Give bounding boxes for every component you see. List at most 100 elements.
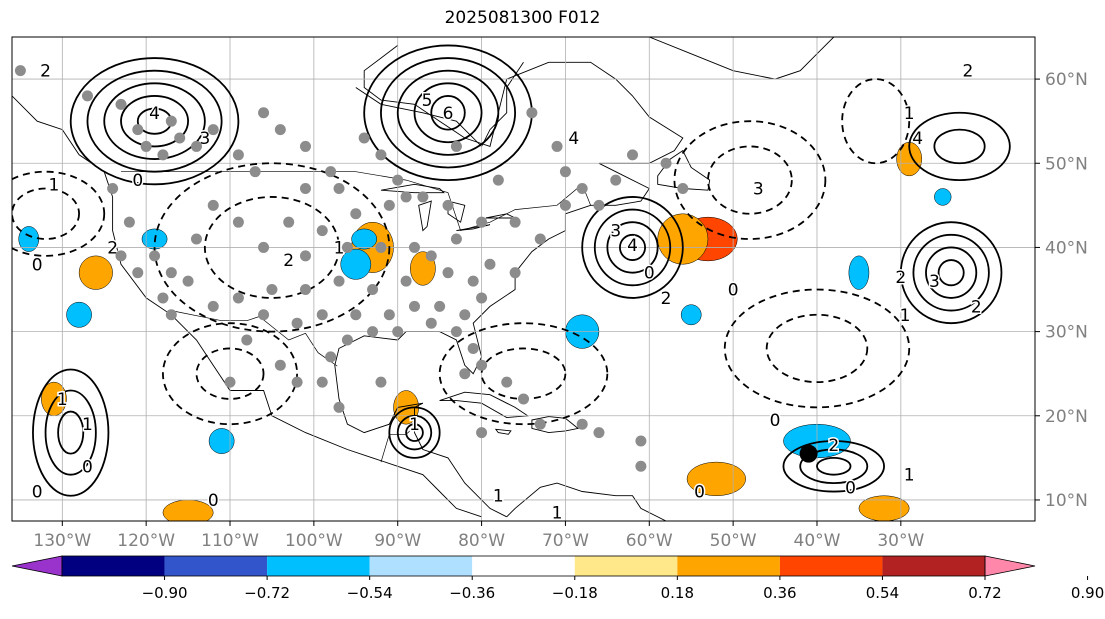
station-dot <box>610 174 622 186</box>
station-dot <box>258 241 270 253</box>
solid-contour <box>120 95 189 148</box>
station-dot <box>341 334 353 346</box>
anomaly-patch <box>66 301 92 328</box>
dashed-contour <box>765 313 869 384</box>
station-dot <box>316 376 328 388</box>
station-dot <box>207 124 219 136</box>
station-dot <box>258 107 270 119</box>
station-dot <box>383 309 395 321</box>
station-dot <box>534 233 546 245</box>
station-dot <box>157 149 169 161</box>
dashed-contour <box>707 145 793 215</box>
contour-label: 2 <box>828 436 839 456</box>
station-dot <box>392 326 404 338</box>
anomaly-patch <box>686 461 746 496</box>
station-dot <box>241 334 253 346</box>
dashed-contour <box>162 322 298 426</box>
dashed-contour <box>195 347 265 400</box>
colorbar-extend-high <box>984 555 1036 577</box>
station-dot <box>509 267 521 279</box>
dashed-contour <box>480 347 567 400</box>
dashed-contour <box>12 187 80 240</box>
solid-contour <box>816 456 852 476</box>
station-dot <box>425 317 437 329</box>
station-dot <box>576 418 588 430</box>
contour-label: 2 <box>40 62 51 82</box>
station-dot <box>501 376 513 388</box>
contour-label: 6 <box>443 104 454 124</box>
lat-tick-label: 20°N <box>1045 407 1088 427</box>
contour-label: 4 <box>149 104 160 124</box>
longitude-tick-labels: 130°W 120°W 110°W 100°W 90°W 80°W 70°W 60°W 50°W… <box>33 521 924 551</box>
contour-label: 1 <box>334 238 345 258</box>
station-dot <box>459 309 471 321</box>
station-dot <box>425 250 437 262</box>
solid-contour <box>86 69 223 173</box>
station-dot <box>190 233 202 245</box>
colorbar-tick-label: 0.90 <box>1071 584 1104 602</box>
station-dot <box>190 140 202 152</box>
solid-contour <box>912 233 990 312</box>
colorbar-tick-label: −0.18 <box>552 584 598 602</box>
colorbar-tick-label: 0.18 <box>661 584 694 602</box>
station-dot <box>165 309 177 321</box>
station-dot <box>123 216 135 228</box>
country-border <box>121 171 591 232</box>
station-dot <box>660 157 672 169</box>
solid-contour <box>899 221 1003 325</box>
station-dot <box>258 309 270 321</box>
solid-contour <box>69 57 240 186</box>
anomaly-patch <box>78 255 113 290</box>
lat-tick-label: 60°N <box>1045 70 1088 90</box>
anomaly-patch <box>680 304 702 326</box>
dashed-contour <box>153 162 391 333</box>
solid-contour <box>430 95 466 131</box>
coastline <box>439 391 530 418</box>
coastline <box>485 213 516 219</box>
station-dot <box>367 284 379 296</box>
contour-label: 0 <box>728 281 739 301</box>
station-dot <box>526 107 538 119</box>
lon-tick-label: 70°W <box>542 531 589 551</box>
station-dot <box>459 368 471 380</box>
station-dot <box>476 292 488 304</box>
solid-contour <box>619 233 646 261</box>
contour-label: 4 <box>627 236 638 256</box>
station-dot <box>132 267 144 279</box>
dashed-contour <box>841 78 911 165</box>
contour-label: 2 <box>895 268 906 288</box>
dashed-contour <box>203 196 340 299</box>
station-dot <box>157 292 169 304</box>
station-dot <box>375 376 387 388</box>
contour-label: 0 <box>770 411 781 431</box>
contour-label: 5 <box>422 91 433 111</box>
lon-tick-label: 130°W <box>33 531 91 551</box>
contour-label: 4 <box>568 129 579 149</box>
contour-label: 0 <box>132 171 143 191</box>
contour-label: 3 <box>610 222 621 242</box>
storm-center-marker <box>799 444 818 463</box>
colorbar-segment <box>267 556 370 576</box>
station-dot <box>333 183 345 195</box>
dashed-contour <box>12 170 106 257</box>
station-dot <box>408 241 420 253</box>
station-dot <box>476 427 488 439</box>
colorbar-extend-low <box>11 555 63 577</box>
colorbar: −0.90 −0.72 −0.54 −0.36 −0.18 0.18 0.36 0.54 0.7… <box>11 555 1104 602</box>
solid-contour <box>937 259 965 287</box>
contour-label: 1 <box>57 390 68 410</box>
station-dot <box>551 140 563 152</box>
station-dot <box>165 267 177 279</box>
colorbar-segment <box>677 556 780 576</box>
station-dot <box>408 300 420 312</box>
anomaly-patch <box>208 428 235 454</box>
anomaly-patch <box>340 248 372 280</box>
station-dot <box>291 317 303 329</box>
colorbar-tick-label: −0.90 <box>142 584 188 602</box>
contour-label: 1 <box>552 504 563 524</box>
station-dot <box>299 284 311 296</box>
station-dot <box>484 258 496 270</box>
contour-label: 0 <box>208 491 219 511</box>
solid-contour <box>908 111 1011 181</box>
